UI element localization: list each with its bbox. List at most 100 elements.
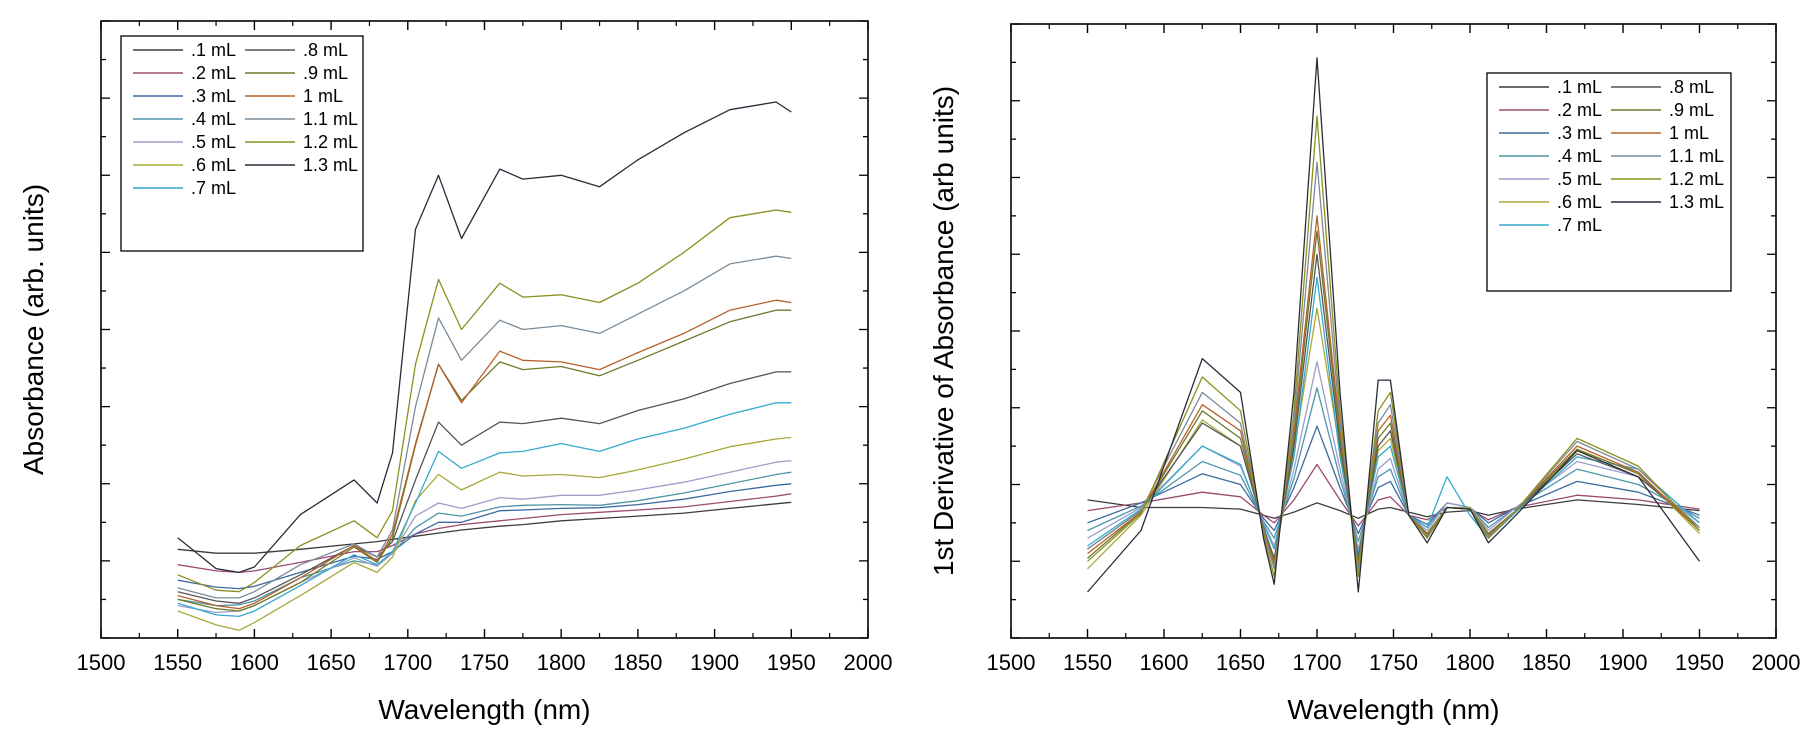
legend-item: 1.1 mL [245,109,358,129]
legend: .1 mL .2 mL .3 mL .4 mL .5 mL .6 mL .7 mL .8 mL… [1486,72,1732,292]
series-line-12 [1087,115,1700,578]
legend-label: 1.1 mL [303,109,358,129]
series-line-4 [177,471,792,607]
x-tick-label: 1550 [1063,650,1112,675]
x-tick-label: 1700 [383,650,432,675]
legend-label: .3 mL [191,86,236,106]
series-line-8 [177,371,792,604]
legend-item: .8 mL [1611,77,1714,97]
x-tick-label: 2000 [1752,650,1801,675]
legend-item: .9 mL [245,63,348,83]
x-tick-label: 1500 [77,650,126,675]
legend-item: 1.1 mL [1611,146,1724,166]
series-line-1 [177,501,792,554]
legend-label: .9 mL [1669,100,1714,120]
legend-item: .9 mL [1611,100,1714,120]
legend-label: 1.1 mL [1669,146,1724,166]
series-line-13 [177,101,792,574]
legend: .1 mL .2 mL .3 mL .4 mL .5 mL .6 mL .7 mL .8 mL… [120,35,364,252]
series-line-6 [177,436,792,631]
legend-item: .2 mL [1499,100,1602,120]
series-line-10 [177,299,792,610]
legend-label: 1 mL [1669,123,1709,143]
legend-label: .3 mL [1557,123,1602,143]
legend-label: .8 mL [1669,77,1714,97]
legend-label: .5 mL [1557,169,1602,189]
legend-label: .8 mL [303,40,348,60]
x-tick-label: 1500 [987,650,1036,675]
x-tick-label: 1700 [1293,650,1342,675]
legend-item: 1 mL [1611,123,1709,143]
legend-label: .7 mL [191,178,236,198]
legend-label: 1.3 mL [1669,192,1724,212]
legend-item: 1.3 mL [1611,192,1724,212]
x-tick-label: 1650 [307,650,356,675]
series-line-2 [1087,463,1700,527]
legend-item: .7 mL [1499,215,1602,235]
x-tick-label: 1850 [1522,650,1571,675]
legend-item: .5 mL [133,132,236,152]
chart-panel-2: 1500 1550 1600 1650 1700 1750 1800 1850 1900 1950… [928,23,1801,725]
legend-box [120,35,364,252]
x-tick-label: 1650 [1216,650,1265,675]
x-tick-label: 1950 [767,650,816,675]
legend-item: .5 mL [1499,169,1602,189]
y-axis-title: Absorbance (arb. units) [18,184,49,475]
legend-item: .1 mL [133,40,236,60]
legend-label: 1.3 mL [303,155,358,175]
legend-label: .7 mL [1557,215,1602,235]
x-tick-label: 1600 [1140,650,1189,675]
series-line-2 [177,493,792,574]
legend-label: .5 mL [191,132,236,152]
legend-label: .4 mL [191,109,236,129]
legend-label: .9 mL [303,63,348,83]
legend-item: .7 mL [133,178,236,198]
legend-label: 1.2 mL [1669,169,1724,189]
y-axis-title: 1st Derivative of Absorbance (arb units) [928,86,959,576]
legend-item: 1.2 mL [1611,169,1724,189]
x-tick-label: 1750 [1369,650,1418,675]
legend-item: 1 mL [245,86,343,106]
x-tick-label: 1800 [537,650,586,675]
legend-item: 1.2 mL [245,132,358,152]
legend-item: .6 mL [1499,192,1602,212]
x-tick-label: 2000 [844,650,893,675]
series-line-9 [177,309,792,612]
legend-label: .2 mL [1557,100,1602,120]
legend-item: .1 mL [1499,77,1602,97]
series-line-3 [1087,425,1700,535]
chart-panel-1: 1500 1550 1600 1650 1700 1750 1800 1850 1900 1950… [18,20,893,725]
series-line-7 [177,402,792,618]
legend-label: .6 mL [1557,192,1602,212]
legend-label: .1 mL [191,40,236,60]
x-tick-label: 1750 [460,650,509,675]
legend-label: .4 mL [1557,146,1602,166]
x-tick-label: 1550 [153,650,202,675]
x-tick-label: 1800 [1446,650,1495,675]
series-line-7 [1087,276,1700,555]
legend-item: 1.3 mL [245,155,358,175]
legend-item: .2 mL [133,63,236,83]
series-line-3 [177,483,792,590]
legend-label: .6 mL [191,155,236,175]
x-tick-label: 1600 [230,650,279,675]
x-axis-title: Wavelength (nm) [1287,694,1499,725]
legend-label: .1 mL [1557,77,1602,97]
series-line-11 [177,255,792,599]
legend-label: .2 mL [191,63,236,83]
x-tick-label: 1900 [1599,650,1648,675]
legend-item: .8 mL [245,40,348,60]
series-line-13 [1087,57,1701,593]
x-tick-label: 1850 [613,650,662,675]
legend-label: 1.2 mL [303,132,358,152]
legend-item: .4 mL [1499,146,1602,166]
legend-item: .4 mL [133,109,236,129]
x-axis-title: Wavelength (nm) [378,694,590,725]
series-line-4 [1087,387,1700,542]
x-tick-label: 1950 [1675,650,1724,675]
legend-label: 1 mL [303,86,343,106]
legend-item: .3 mL [133,86,236,106]
legend-item: .6 mL [133,155,236,175]
series-line-1 [1087,499,1700,519]
